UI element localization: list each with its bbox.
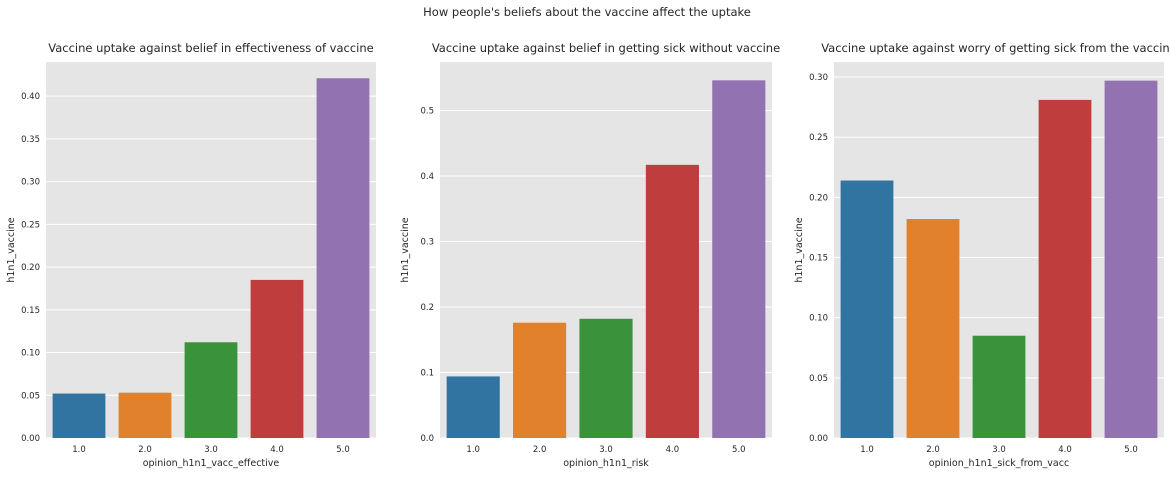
y-tick-label: 0.5: [420, 106, 434, 116]
bar-2.0: [513, 322, 567, 438]
x-tick-label: 3.0: [992, 445, 1006, 455]
y-tick-label: 0.3: [420, 237, 434, 247]
bar-4.0: [250, 279, 304, 438]
y-tick-label: 0.10: [21, 349, 40, 359]
subplot-title: Vaccine uptake against belief in effecti…: [48, 41, 374, 55]
bar-1.0: [52, 393, 106, 438]
x-tick-label: 4.0: [270, 445, 284, 455]
y-tick-label: 0.1: [420, 368, 434, 378]
x-axis-label: opinion_h1n1_sick_from_vacc: [929, 458, 1069, 469]
x-tick-label: 4.0: [1058, 445, 1072, 455]
x-axis-label: opinion_h1n1_vacc_effective: [143, 458, 280, 469]
subplot-3: 0.00 0.05 0.10 0.15 0.20 0.25 0.30 1.0 2.0 3.0 4.0…: [794, 41, 1170, 469]
x-axis-label: opinion_h1n1_risk: [563, 458, 649, 469]
y-axis-label: h1n1_vaccine: [400, 217, 411, 282]
subplot-title: Vaccine uptake against belief in getting…: [432, 41, 780, 55]
bar-1.0: [446, 376, 500, 438]
bar-5.0: [712, 80, 766, 438]
subplots: 0.00 0.05 0.10 0.15 0.20 0.25 0.30 0.35 0.40 1.0 2…: [6, 41, 1170, 469]
x-tick-label: 5.0: [732, 445, 746, 455]
y-tick-label: 0.10: [809, 314, 828, 324]
bar-1.0: [840, 180, 894, 438]
bar-4.0: [1038, 99, 1092, 438]
x-tick-label: 2.0: [138, 445, 152, 455]
y-tick-label: 0.20: [21, 263, 40, 273]
bar-2.0: [906, 219, 960, 438]
x-tick-label: 1.0: [860, 445, 874, 455]
bar-5.0: [1104, 80, 1158, 438]
y-axis-label: h1n1_vaccine: [6, 217, 17, 282]
x-tick-label: 4.0: [666, 445, 680, 455]
y-tick-label: 0.2: [420, 303, 434, 313]
figure-suptitle: How people's beliefs about the vaccine a…: [423, 5, 751, 19]
bar-5.0: [316, 78, 370, 439]
subplot-title: Vaccine uptake against worry of getting …: [821, 41, 1170, 55]
x-tick-label: 2.0: [533, 445, 547, 455]
bar-2.0: [118, 392, 172, 438]
subplot-1: 0.00 0.05 0.10 0.15 0.20 0.25 0.30 0.35 0.40 1.0 2…: [6, 41, 376, 469]
y-tick-label: 0.30: [809, 73, 828, 83]
y-tick-label: 0.15: [21, 306, 40, 316]
y-tick-label: 0.00: [809, 434, 828, 444]
y-tick-label: 0.25: [809, 133, 828, 143]
x-tick-label: 3.0: [204, 445, 218, 455]
y-tick-label: 0.05: [809, 374, 828, 384]
bar-3.0: [184, 342, 238, 438]
y-tick-label: 0.40: [21, 92, 40, 102]
bar-3.0: [972, 335, 1026, 438]
x-tick-label: 1.0: [72, 445, 86, 455]
bar-4.0: [645, 164, 699, 438]
y-tick-label: 0.05: [21, 391, 40, 401]
y-axis-label: h1n1_vaccine: [794, 217, 805, 282]
x-tick-label: 2.0: [926, 445, 940, 455]
x-tick-label: 5.0: [1124, 445, 1138, 455]
x-tick-label: 1.0: [466, 445, 480, 455]
x-tick-label: 3.0: [599, 445, 613, 455]
y-tick-label: 0.15: [809, 254, 828, 264]
y-tick-label: 0.30: [21, 178, 40, 188]
y-tick-label: 0.00: [21, 434, 40, 444]
y-tick-label: 0.4: [420, 172, 434, 182]
y-tick-label: 0.25: [21, 220, 40, 230]
y-tick-label: 0.20: [809, 193, 828, 203]
subplot-2: 0.0 0.1 0.2 0.3 0.4 0.5 1.0 2.0 3.0 4.0 5.0 Vaccine…: [400, 41, 780, 469]
y-tick-label: 0.35: [21, 135, 40, 145]
bar-3.0: [579, 318, 633, 438]
y-tick-label: 0.0: [420, 434, 434, 444]
x-tick-label: 5.0: [336, 445, 350, 455]
